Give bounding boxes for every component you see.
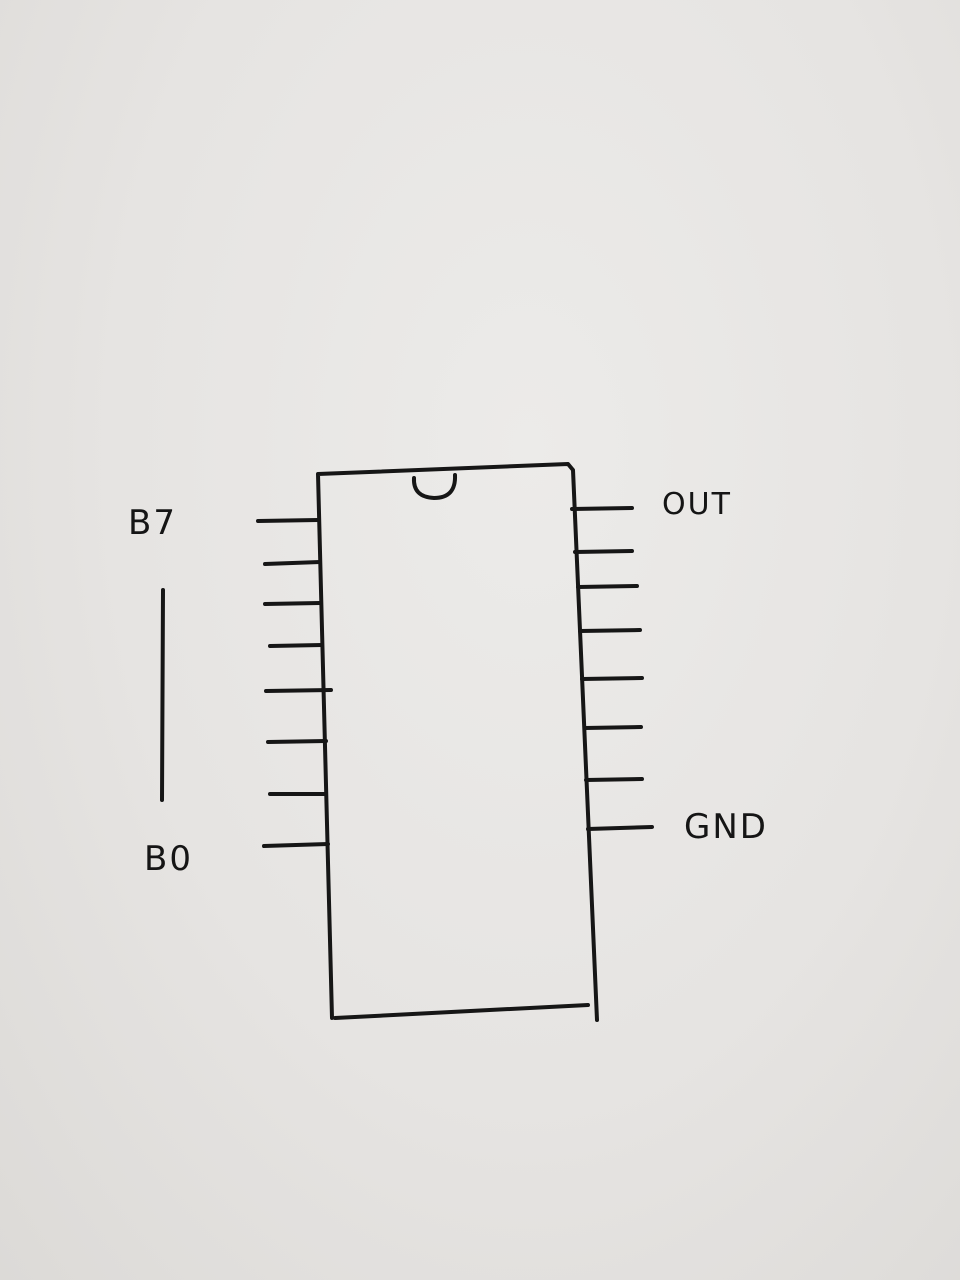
chip-notch	[411, 473, 458, 500]
bit-range-line	[160, 588, 165, 802]
left-pin-4	[268, 643, 324, 648]
label-b0: B0	[144, 839, 193, 879]
label-out: OUT	[662, 487, 732, 522]
right-pin-4	[578, 628, 642, 633]
left-pin-2	[263, 560, 322, 566]
label-gnd: GND	[684, 807, 768, 847]
left-pins	[256, 518, 333, 848]
right-pin-3	[576, 584, 639, 589]
right-pin-8	[586, 825, 654, 831]
right-pin-6	[583, 725, 643, 730]
right-pin-7	[584, 777, 644, 782]
left-pin-3	[263, 601, 322, 606]
right-pin-1	[570, 506, 634, 511]
chip-body	[316, 462, 599, 1022]
right-pin-5	[580, 676, 644, 681]
right-pins	[570, 506, 654, 831]
left-pin-6	[266, 739, 328, 744]
left-pin-8	[262, 842, 330, 848]
right-pin-2	[573, 549, 634, 554]
label-b7: B7	[128, 503, 177, 543]
left-pin-5	[264, 688, 333, 693]
left-pin-1	[256, 518, 320, 523]
